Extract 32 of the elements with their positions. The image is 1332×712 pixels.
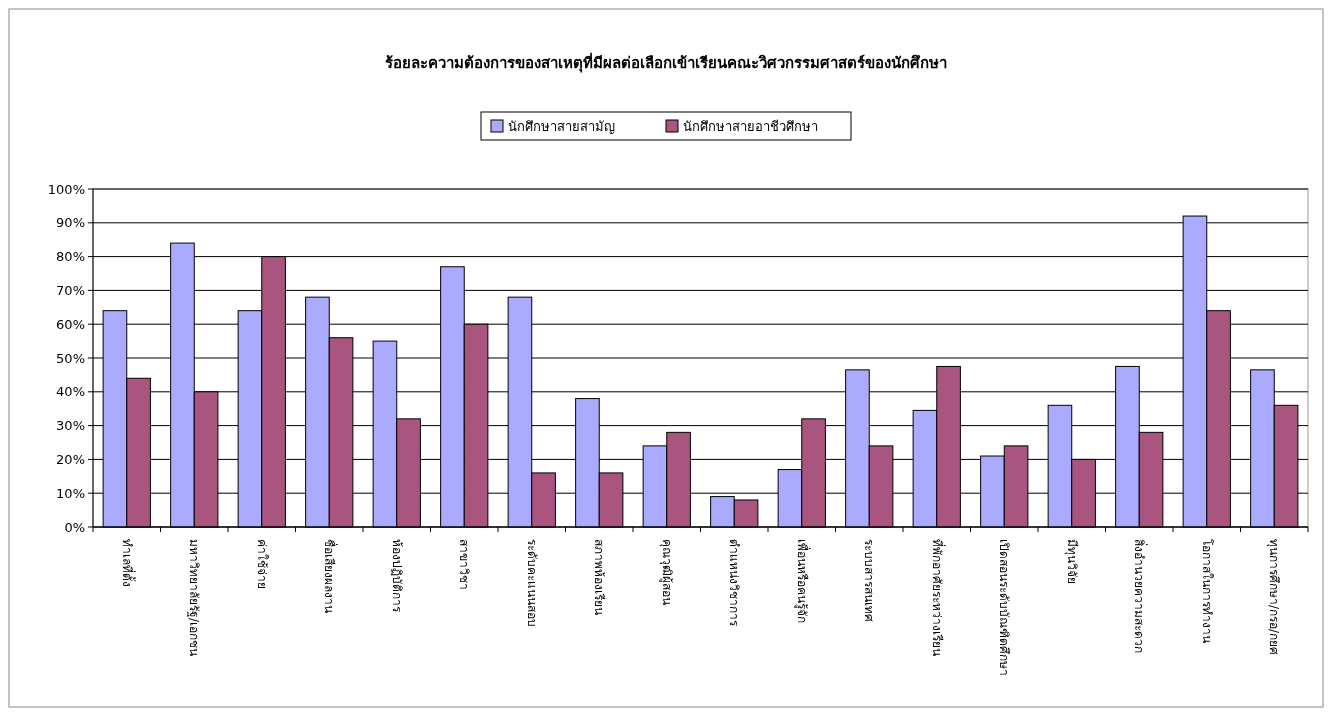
y-tick-label: 50%: [56, 350, 85, 366]
x-tick-label: โอกาสในการทำงาน: [1199, 539, 1214, 643]
x-tick-label: ระดับคะแนนสอบ: [524, 539, 539, 627]
x-tick-label: คุณวุฒิผู้สอน: [658, 539, 674, 605]
x-tick-label: ทุนการศึกษา/กรอ/กยศ: [1266, 539, 1282, 656]
x-tick-label: สิ่งอำนวยความสะดวก: [1132, 539, 1149, 653]
x-tick-label: ตำแหน่งวิชาการ: [727, 539, 742, 627]
x-tick-label: มหาวิทยาลัยรัฐ/เอกชน: [187, 539, 202, 657]
y-tick-label: 0%: [64, 519, 85, 535]
y-tick-label: 30%: [56, 418, 85, 434]
y-tick-label: 100%: [47, 181, 85, 197]
y-tick-label: 40%: [56, 384, 85, 400]
legend-label: นักศึกษาสายอาชีวศึกษา: [683, 118, 818, 134]
x-tick-label: ชื่อเสียงผลงาน: [322, 539, 339, 613]
x-tick-label: มีทุนวิจัย: [1063, 539, 1079, 584]
x-tick-label: ห้องปฏิบัติการ: [389, 539, 404, 613]
x-tick-label: สภาพห้องเรียน: [592, 539, 607, 615]
x-tick-label: ทำเลที่ตั้ง: [119, 539, 136, 587]
x-tick-label: เปิดสอนระดับบัณฑิตศึกษา: [997, 539, 1012, 676]
x-tick-label: สาขาวิชา: [457, 539, 472, 590]
y-tick-label: 10%: [56, 485, 85, 501]
y-tick-label: 70%: [56, 282, 85, 298]
y-tick-label: 90%: [56, 215, 85, 231]
legend-label: นักศึกษาสายสามัญ: [508, 118, 615, 134]
y-tick-label: 60%: [56, 316, 85, 332]
chart-title: ร้อยละความต้องการของสาเหตุที่มีผลต่อเลือกเข้าเรียนคณะวิศวกรรมศาสตร์ของนักศึกษา: [385, 52, 947, 73]
x-tick-label: ที่พักอาศัยระหว่างเรียน: [929, 539, 946, 656]
x-tick-label: ระบบสารสนเทศ: [862, 539, 877, 622]
x-tick-label: ค่าใช้จ่าย: [254, 539, 269, 589]
y-tick-label: 20%: [56, 451, 85, 467]
y-tick-label: 80%: [56, 249, 85, 265]
x-tick-label: เพื่อนหรือคนรู้จัก: [793, 539, 811, 623]
